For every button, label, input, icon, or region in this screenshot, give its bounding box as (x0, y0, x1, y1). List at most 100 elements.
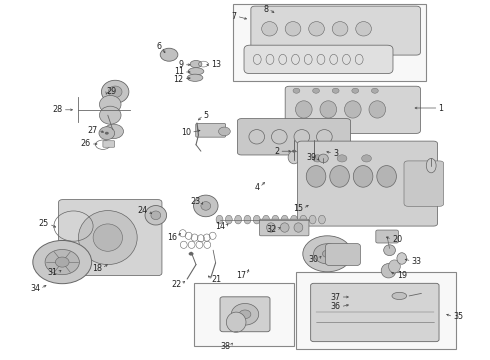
Ellipse shape (160, 48, 178, 61)
Ellipse shape (253, 215, 260, 224)
Text: 27: 27 (88, 126, 98, 135)
Ellipse shape (371, 88, 378, 93)
Ellipse shape (303, 236, 352, 272)
FancyBboxPatch shape (376, 230, 398, 243)
Text: 14: 14 (216, 222, 225, 231)
Text: 6: 6 (157, 42, 162, 51)
Text: 26: 26 (80, 139, 91, 148)
Ellipse shape (93, 224, 122, 251)
Text: 9: 9 (179, 60, 184, 69)
Ellipse shape (225, 215, 232, 224)
Bar (233, 4, 426, 81)
Ellipse shape (377, 166, 396, 187)
Ellipse shape (145, 206, 167, 225)
Ellipse shape (201, 202, 211, 210)
Text: 34: 34 (30, 284, 40, 293)
Ellipse shape (384, 245, 395, 256)
Text: 5: 5 (203, 111, 208, 120)
FancyBboxPatch shape (285, 86, 420, 134)
Ellipse shape (291, 215, 297, 224)
Ellipse shape (108, 86, 122, 98)
Text: 1: 1 (439, 104, 443, 112)
Ellipse shape (244, 215, 251, 224)
Ellipse shape (104, 124, 123, 139)
Ellipse shape (369, 101, 386, 118)
Ellipse shape (353, 166, 373, 187)
Ellipse shape (309, 215, 316, 224)
FancyBboxPatch shape (404, 161, 444, 206)
Ellipse shape (216, 215, 223, 224)
FancyBboxPatch shape (297, 141, 438, 226)
FancyBboxPatch shape (244, 45, 393, 74)
Ellipse shape (314, 244, 341, 264)
Text: 4: 4 (255, 183, 260, 192)
Ellipse shape (313, 155, 322, 162)
Text: 25: 25 (39, 219, 49, 228)
Ellipse shape (288, 151, 300, 164)
Ellipse shape (189, 252, 194, 256)
Ellipse shape (101, 80, 129, 103)
FancyBboxPatch shape (325, 244, 361, 266)
Ellipse shape (285, 22, 301, 36)
Text: 30: 30 (309, 255, 318, 264)
Ellipse shape (187, 74, 203, 81)
Ellipse shape (300, 215, 307, 224)
Ellipse shape (313, 88, 319, 93)
Text: 2: 2 (274, 147, 279, 156)
Text: 35: 35 (453, 312, 464, 321)
Ellipse shape (293, 88, 300, 93)
Ellipse shape (263, 215, 270, 224)
FancyBboxPatch shape (260, 219, 309, 236)
Ellipse shape (352, 88, 359, 93)
FancyBboxPatch shape (237, 119, 350, 155)
Text: 8: 8 (264, 4, 269, 13)
FancyBboxPatch shape (251, 6, 420, 55)
Ellipse shape (151, 211, 161, 220)
Bar (194, 283, 294, 346)
Ellipse shape (337, 155, 347, 162)
Text: 3: 3 (333, 149, 338, 158)
Ellipse shape (292, 150, 296, 153)
Ellipse shape (392, 292, 407, 300)
Ellipse shape (33, 240, 92, 284)
Text: 7: 7 (232, 12, 237, 21)
Text: 15: 15 (293, 204, 303, 213)
Ellipse shape (344, 101, 361, 118)
Ellipse shape (330, 166, 349, 187)
Text: 28: 28 (52, 105, 63, 114)
Ellipse shape (226, 312, 246, 332)
Ellipse shape (312, 150, 316, 153)
FancyBboxPatch shape (196, 123, 225, 137)
Text: 39: 39 (307, 153, 317, 162)
Text: 23: 23 (191, 197, 201, 206)
Text: 36: 36 (331, 302, 341, 311)
Ellipse shape (320, 101, 337, 118)
Text: 18: 18 (92, 264, 102, 273)
Ellipse shape (332, 22, 348, 36)
Ellipse shape (272, 215, 279, 224)
Ellipse shape (99, 95, 121, 113)
FancyBboxPatch shape (59, 199, 162, 276)
Bar (296, 272, 456, 349)
Ellipse shape (219, 127, 230, 136)
Text: 24: 24 (138, 206, 148, 215)
Ellipse shape (45, 249, 79, 275)
Text: 20: 20 (392, 235, 402, 244)
Ellipse shape (280, 223, 289, 232)
Ellipse shape (267, 223, 275, 232)
Ellipse shape (235, 215, 242, 224)
Ellipse shape (318, 215, 325, 224)
FancyBboxPatch shape (103, 141, 115, 147)
Text: 33: 33 (412, 256, 421, 265)
Text: 13: 13 (211, 60, 220, 69)
Ellipse shape (78, 211, 137, 265)
Text: 12: 12 (173, 75, 184, 84)
Ellipse shape (322, 250, 332, 257)
Text: 19: 19 (397, 271, 407, 280)
Text: 32: 32 (267, 225, 277, 234)
Ellipse shape (239, 310, 251, 319)
Ellipse shape (105, 132, 109, 135)
Text: 17: 17 (236, 271, 246, 280)
FancyBboxPatch shape (220, 297, 270, 332)
Text: 38: 38 (220, 342, 230, 351)
